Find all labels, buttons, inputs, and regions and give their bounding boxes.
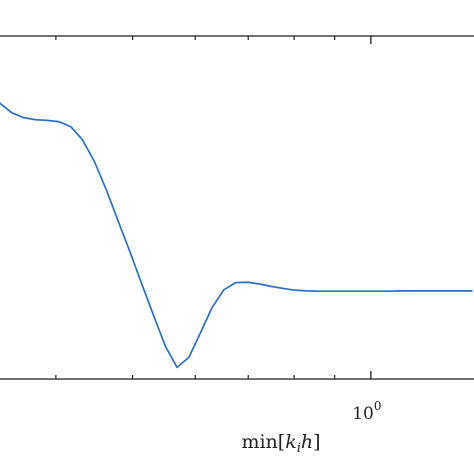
data-point xyxy=(93,160,95,162)
data-point xyxy=(35,119,37,121)
x-axis-label-suffix: ] xyxy=(313,431,320,453)
data-point xyxy=(424,290,426,292)
data-point xyxy=(435,290,437,292)
data-point xyxy=(282,288,284,290)
series-line xyxy=(0,102,473,369)
data-point xyxy=(11,112,13,114)
x-axis-label-k: k xyxy=(285,431,297,453)
data-point xyxy=(81,139,83,141)
data-point xyxy=(58,121,60,123)
data-point xyxy=(376,290,378,292)
data-point xyxy=(341,290,343,292)
data-point xyxy=(188,356,190,358)
x-tick-label-base: 10 xyxy=(352,404,374,424)
data-point xyxy=(459,290,461,292)
x-axis-label-h: h xyxy=(301,431,313,453)
data-point xyxy=(211,307,213,309)
data-point xyxy=(294,289,296,291)
data-point xyxy=(270,285,272,287)
data-point xyxy=(329,290,331,292)
data-point xyxy=(46,119,48,121)
data-point xyxy=(117,219,119,221)
data-point xyxy=(258,283,260,285)
data-point xyxy=(23,117,25,119)
x-tick-label: 100 xyxy=(352,399,381,424)
data-point xyxy=(152,314,154,316)
data-point xyxy=(365,290,367,292)
data-point xyxy=(105,188,107,190)
data-point xyxy=(305,290,307,292)
data-point xyxy=(140,282,142,284)
data-point xyxy=(353,290,355,292)
data-point xyxy=(235,282,237,284)
data-point xyxy=(317,290,319,292)
x-axis-label-subscript: i xyxy=(297,441,301,456)
series-layer xyxy=(0,102,473,369)
data-point xyxy=(223,289,225,291)
x-axis-label-prefix: min[ xyxy=(241,431,285,453)
data-point xyxy=(400,290,402,292)
data-point xyxy=(176,366,178,368)
data-point xyxy=(164,345,166,347)
x-axis-label: min[kih] xyxy=(241,431,320,456)
data-point xyxy=(471,290,473,292)
data-point xyxy=(412,290,414,292)
x-axis-ticks: 100 xyxy=(55,36,381,424)
x-tick-label-exponent: 0 xyxy=(374,399,382,413)
data-point xyxy=(447,290,449,292)
data-point xyxy=(199,332,201,334)
data-point xyxy=(129,251,131,253)
data-point xyxy=(70,126,72,128)
data-point xyxy=(247,281,249,283)
data-point xyxy=(388,290,390,292)
